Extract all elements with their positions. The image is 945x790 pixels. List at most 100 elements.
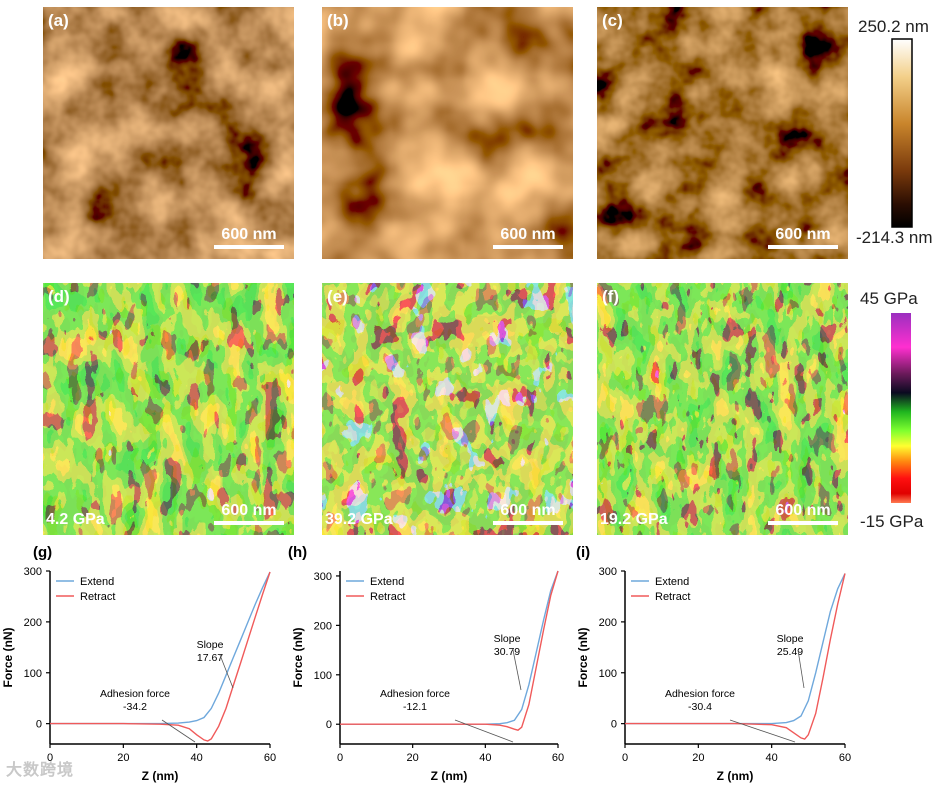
y-tick-label: 300 xyxy=(599,566,617,578)
force-curve-plot-h: (h) 0 20 40 60 0 100 200 300 Z (nm) Force (nN) Ext… xyxy=(285,540,575,785)
adhesion-pointer xyxy=(454,719,514,743)
modulus-value: 19.2 GPa xyxy=(600,511,668,528)
force-curve-chart: 0 20 40 60 0 100 200 300 Z (nm) Force (nN) Extend R… xyxy=(1,566,276,783)
slope-label: Slope xyxy=(197,639,224,651)
slope-label: Slope xyxy=(494,633,521,645)
y-tick-label: 200 xyxy=(24,617,42,629)
slope-pointer xyxy=(797,649,805,689)
slope-value: 17.67 xyxy=(197,652,223,664)
x-tick-label: 0 xyxy=(337,752,343,764)
scale-bar: 600 nm xyxy=(214,502,284,525)
topography-image xyxy=(43,7,294,259)
topography-panel-a: (a) 600 nm xyxy=(43,7,294,259)
y-tick-label: 300 xyxy=(24,566,42,578)
scale-bar-label: 600 nm xyxy=(500,502,556,519)
topography-image xyxy=(597,7,848,259)
force-curve-plot-g: (g) 0 20 40 60 0 100 200 300 Z (nm) Force (nN) Ext… xyxy=(0,540,290,785)
modulus-image xyxy=(597,283,848,535)
y-tick-label: 0 xyxy=(36,719,42,731)
adhesion-pointer xyxy=(729,719,796,743)
y-tick-label: 0 xyxy=(326,719,332,731)
modulus-value: 39.2 GPa xyxy=(325,511,393,528)
slope-pointer xyxy=(512,649,522,691)
legend-label: Retract xyxy=(80,591,115,603)
modulus-panel-d: (d) 4.2 GPa 600 nm xyxy=(43,283,294,535)
modulus-image xyxy=(322,283,573,535)
adhesion-pointer xyxy=(161,719,196,743)
topography-image xyxy=(322,7,573,259)
legend-label: Extend xyxy=(80,576,114,588)
x-tick-label: 40 xyxy=(191,752,203,764)
topography-panel-c: (c) 600 nm xyxy=(597,7,848,259)
x-axis-label: Z (nm) xyxy=(142,769,179,783)
x-axis-label: Z (nm) xyxy=(717,769,754,783)
slope-value: 30.79 xyxy=(494,646,520,658)
scale-bar-label: 600 nm xyxy=(221,226,277,243)
scale-bar: 600 nm xyxy=(214,226,284,249)
x-tick-label: 20 xyxy=(692,752,704,764)
x-tick-label: 60 xyxy=(552,752,564,764)
panel-label: (c) xyxy=(602,11,623,30)
y-tick-label: 200 xyxy=(599,617,617,629)
x-tick-label: 20 xyxy=(407,752,419,764)
y-tick-label: 100 xyxy=(314,670,332,682)
legend-label: Retract xyxy=(370,591,405,603)
slope-pointer xyxy=(219,654,234,689)
adhesion-label: Adhesion force xyxy=(665,688,735,700)
scale-bar-label: 600 nm xyxy=(500,226,556,243)
y-axis-label: Force (nN) xyxy=(291,627,305,687)
scale-bar: 600 nm xyxy=(768,226,838,249)
panel-label: (b) xyxy=(327,11,349,30)
modulus-value: 4.2 GPa xyxy=(46,511,105,528)
y-tick-label: 300 xyxy=(314,571,332,583)
scale-bar-label: 600 nm xyxy=(775,226,831,243)
plot-title: (i) xyxy=(576,544,591,561)
y-tick-label: 0 xyxy=(611,719,617,731)
plot-title: (g) xyxy=(33,544,53,561)
panel-label: (d) xyxy=(48,287,70,306)
adhesion-label: Adhesion force xyxy=(380,688,450,700)
topography-colorbar xyxy=(891,38,913,228)
scale-bar-label: 600 nm xyxy=(221,502,277,519)
modulus-colorbar-min: -15 GPa xyxy=(860,512,924,531)
modulus-colorbar-max: 45 GPa xyxy=(860,289,918,308)
modulus-colorbar xyxy=(891,313,911,503)
scale-bar: 600 nm xyxy=(768,502,838,525)
panel-label: (e) xyxy=(327,287,348,306)
y-tick-label: 200 xyxy=(314,620,332,632)
watermark: 大数跨境 xyxy=(6,762,75,779)
legend-label: Extend xyxy=(370,576,404,588)
modulus-panel-e: (e) 39.2 GPa 600 nm xyxy=(322,283,573,535)
force-curve-chart: 0 20 40 60 0 100 200 300 Z (nm) Force (nN) Extend R… xyxy=(576,566,851,783)
slope-label: Slope xyxy=(777,633,804,645)
modulus-image xyxy=(43,283,294,535)
y-tick-label: 100 xyxy=(599,668,617,680)
topography-panel-b: (b) 600 nm xyxy=(322,7,573,259)
x-tick-label: 20 xyxy=(117,752,129,764)
x-tick-label: 40 xyxy=(766,752,778,764)
slope-value: 25.49 xyxy=(777,646,803,658)
plot-title: (h) xyxy=(288,544,308,561)
force-curve-plot-i: (i) 0 20 40 60 0 100 200 300 Z (nm) Force (nN) Ext… xyxy=(570,540,860,785)
x-tick-label: 0 xyxy=(622,752,628,764)
y-axis-label: Force (nN) xyxy=(1,627,15,687)
x-tick-label: 60 xyxy=(264,752,276,764)
series-line-retract xyxy=(50,571,271,742)
panel-label: (a) xyxy=(48,11,69,30)
scale-bar: 600 nm xyxy=(493,226,563,249)
y-tick-label: 100 xyxy=(24,668,42,680)
x-tick-label: 40 xyxy=(479,752,491,764)
adhesion-value: -12.1 xyxy=(403,701,427,713)
series-line-retract xyxy=(340,570,559,731)
x-axis-label: Z (nm) xyxy=(431,769,468,783)
topography-colorbar-min: -214.3 nm xyxy=(856,228,933,247)
x-tick-label: 0 xyxy=(47,752,53,764)
x-tick-label: 60 xyxy=(839,752,851,764)
panel-label: (f) xyxy=(602,287,619,306)
adhesion-label: Adhesion force xyxy=(100,688,170,700)
scale-bar-label: 600 nm xyxy=(775,502,831,519)
legend-label: Extend xyxy=(655,576,689,588)
force-curve-chart: 0 20 40 60 0 100 200 300 Z (nm) Force (nN) Extend R… xyxy=(291,570,564,783)
series-line-retract xyxy=(625,573,846,740)
topography-colorbar-max: 250.2 nm xyxy=(858,17,929,36)
